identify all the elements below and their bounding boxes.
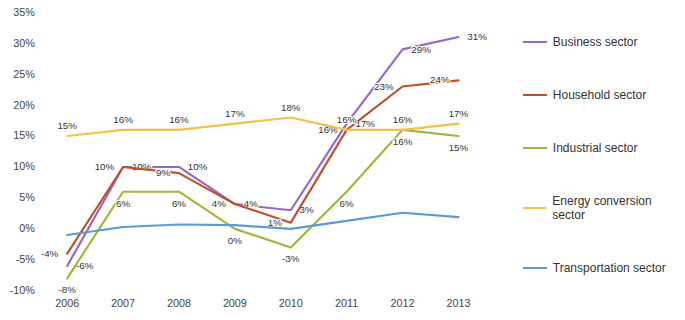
svg-text:2013: 2013 [446, 297, 470, 309]
svg-text:2012: 2012 [391, 297, 415, 309]
svg-text:17%: 17% [225, 108, 245, 119]
svg-text:17%: 17% [449, 108, 469, 119]
html-text:Transportation sector: Transportation sector [552, 261, 666, 276]
svg-text:-6%: -6% [76, 260, 94, 272]
svg-text:15%: 15% [449, 142, 469, 153]
svg-text:35%: 35% [13, 6, 35, 18]
svg-text:2010: 2010 [279, 297, 303, 309]
svg-text:30%: 30% [13, 37, 35, 49]
svg-text:2007: 2007 [111, 297, 135, 309]
svg-text:20%: 20% [13, 99, 35, 111]
svg-text:16%: 16% [318, 124, 338, 135]
svg-text:-10%: -10% [10, 284, 36, 296]
svg-text:29%: 29% [411, 44, 431, 55]
svg-text:18%: 18% [281, 102, 301, 113]
svg-text:4%: 4% [212, 198, 226, 209]
svg-text:1%: 1% [268, 217, 282, 228]
html-text:Industrial sector: Industrial sector [552, 141, 638, 155]
svg-text:2006: 2006 [55, 297, 79, 309]
svg-text:25%: 25% [13, 68, 35, 80]
svg-text:23%: 23% [374, 81, 394, 92]
svg-text:16%: 16% [169, 114, 189, 125]
svg-text:31%: 31% [467, 31, 487, 42]
svg-text:2008: 2008 [167, 297, 191, 309]
svg-text:6%: 6% [116, 198, 130, 209]
svg-text:3%: 3% [299, 204, 314, 216]
svg-text:0%: 0% [228, 235, 242, 246]
svg-text:0%: 0% [19, 222, 35, 234]
svg-text:10%: 10% [188, 161, 208, 172]
svg-text:-3%: -3% [282, 253, 300, 264]
svg-text:5%: 5% [19, 191, 35, 203]
svg-text:10%: 10% [131, 161, 152, 173]
svg-text:4%: 4% [243, 198, 258, 210]
svg-text:15%: 15% [13, 129, 35, 141]
svg-text:-8%: -8% [58, 284, 76, 295]
svg-text:2009: 2009 [223, 297, 247, 309]
svg-text:10%: 10% [13, 160, 35, 172]
svg-text:15%: 15% [57, 120, 77, 131]
svg-text:6%: 6% [340, 198, 354, 209]
html-text:Energy conversion sector: Energy conversion sector [552, 194, 652, 223]
svg-text:17%: 17% [355, 117, 376, 129]
html-text:Business sector: Business sector [552, 34, 638, 49]
svg-text:9%: 9% [156, 167, 170, 178]
svg-text:-4%: -4% [41, 248, 59, 259]
svg-text:-5%: -5% [16, 253, 36, 265]
svg-text:6%: 6% [172, 198, 186, 209]
html-text:Household sector: Household sector [552, 87, 647, 102]
svg-text:24%: 24% [430, 74, 450, 85]
svg-text:16%: 16% [113, 114, 133, 125]
svg-text:16%: 16% [393, 136, 413, 147]
svg-text:16%: 16% [337, 114, 357, 125]
svg-text:2011: 2011 [335, 297, 358, 309]
svg-text:10%: 10% [95, 161, 115, 172]
svg-text:16%: 16% [393, 114, 413, 125]
